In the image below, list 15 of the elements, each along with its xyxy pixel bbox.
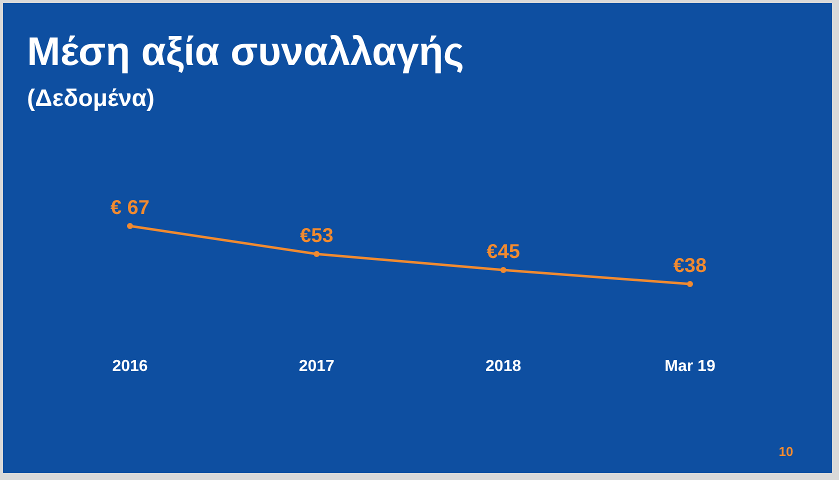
- x-tick-label: Mar 19: [664, 358, 716, 375]
- chart-subtitle: (Δεδομένα): [27, 85, 154, 112]
- data-label: €45: [486, 241, 520, 263]
- data-label: €38: [673, 255, 707, 277]
- x-tick-label: 2017: [298, 358, 335, 375]
- point: [314, 251, 320, 257]
- chart-title: Μέση αξία συναλλαγής: [27, 30, 464, 74]
- text: 10: [778, 444, 794, 459]
- x-tick-label: 2018: [486, 358, 522, 375]
- data-label: €53: [300, 225, 334, 247]
- point: [687, 281, 693, 287]
- data-label: € 67: [110, 197, 150, 219]
- x-tick-label: 2016: [112, 358, 148, 375]
- point: [500, 267, 506, 273]
- point: [127, 223, 133, 229]
